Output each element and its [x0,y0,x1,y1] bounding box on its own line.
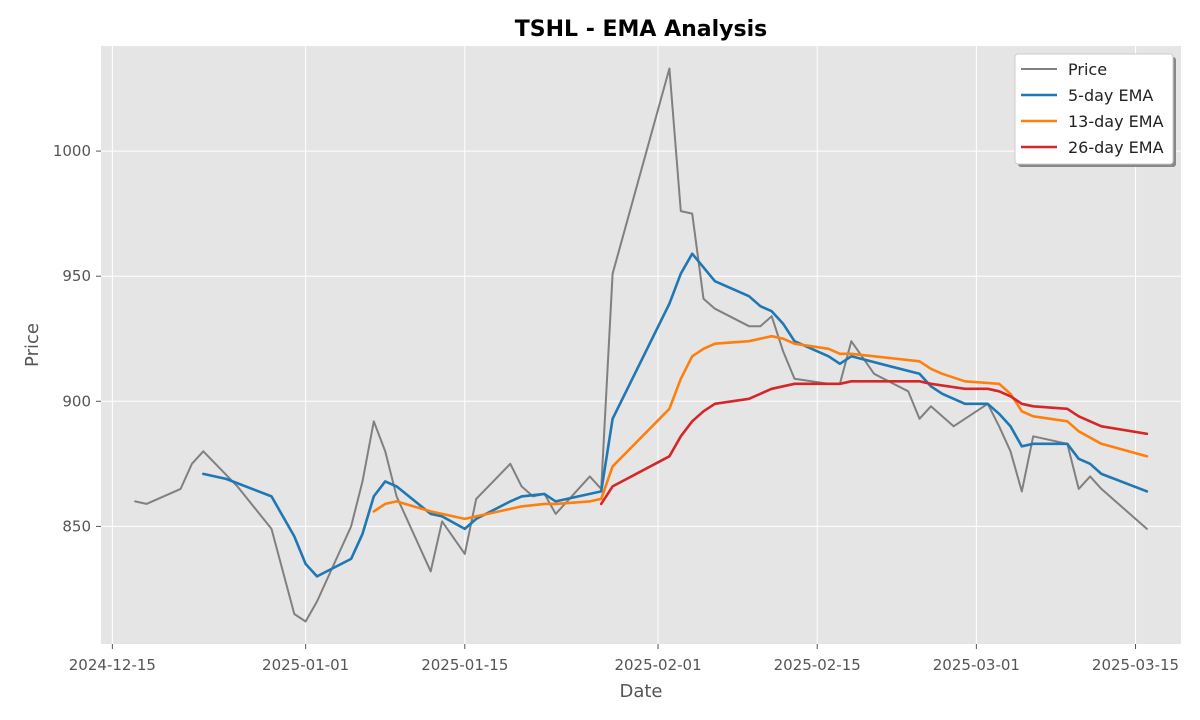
y-axis-ticks: 850 900 950 1000 [53,142,101,535]
y-tick-label: 900 [62,392,91,410]
legend-box [1014,53,1174,165]
x-axis-ticks: 2024-12-15 2025-01-01 2025-01-15 2025-02-01… [69,644,1179,674]
legend-label: 5-day EMA [1068,86,1153,105]
x-tick-label: 2024-12-15 [69,656,156,674]
chart-title: TSHL - EMA Analysis [515,17,767,42]
x-tick-label: 2025-03-15 [1092,656,1179,674]
y-tick-label: 1000 [53,142,91,160]
series-layer [134,67,1149,623]
x-tick-label: 2025-01-15 [421,656,508,674]
x-axis-label: Date [619,681,662,702]
series-line-13-day-ema [372,334,1149,521]
x-tick-label: 2025-03-01 [933,656,1020,674]
legend-label: 13-day EMA [1068,112,1164,131]
series-line-26-day-ema [599,379,1149,506]
series-line-5-day-ema [202,252,1149,578]
y-axis-label: Price [22,323,43,367]
legend-label: Price [1068,60,1107,79]
x-tick-label: 2025-01-01 [262,656,349,674]
grid-lines [101,46,1181,644]
y-tick-label: 950 [62,267,91,285]
x-tick-label: 2025-02-01 [614,656,701,674]
y-tick-label: 850 [62,517,91,535]
plot-background [101,46,1181,644]
legend: Price 5-day EMA 13-day EMA 26-day EMA [1014,53,1176,167]
series-line-price [134,67,1148,623]
x-tick-label: 2025-02-15 [774,656,861,674]
legend-label: 26-day EMA [1068,138,1164,157]
